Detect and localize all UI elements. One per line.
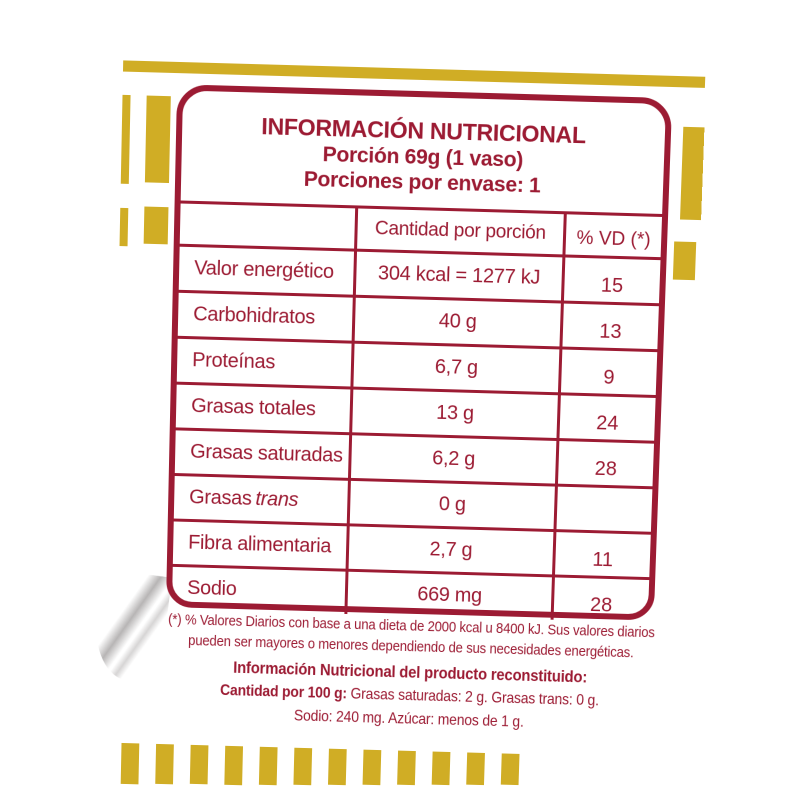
nutrient-dv: 24 [556,395,655,440]
deco-bar-left-wide-2 [144,207,169,245]
nutrition-table: INFORMACIÓN NUTRICIONAL Porción 69g (1 v… [166,84,672,620]
deco-bar-left-wide-1 [145,96,171,184]
nutrient-dv [554,487,653,532]
nutrient-amount: 6,2 g [348,435,556,483]
stripe [363,750,382,786]
stripe [501,753,520,785]
deco-bar-top [123,60,705,88]
col-header-amount: Cantidad por porción [354,208,564,254]
nutrient-name: Grasas totales [176,385,351,433]
table-header: INFORMACIÓN NUTRICIONAL Porción 69g (1 v… [181,90,666,213]
nutrient-dv: 11 [552,532,651,577]
nutrient-name: Grasas saturadas [175,430,349,477]
nutrient-dv: 28 [555,441,654,486]
nutrient-name: Carbohidratos [178,293,353,341]
deco-bar-right-wide-1 [680,127,704,220]
stripe [190,745,209,784]
deco-bar-left-thin-1 [121,95,131,184]
nutrient-dv: 9 [558,349,657,395]
reconstituted-info: Información Nutricional del producto rec… [130,653,689,739]
stripe [121,743,140,784]
nutrient-name: Grasas trans [174,476,348,523]
bottom-stripes [121,743,520,795]
nutrient-amount: 6,7 g [350,344,559,393]
table-title: INFORMACIÓN NUTRICIONAL [261,113,586,149]
nutrient-name: Proteínas [177,339,352,387]
nutrient-dv: 13 [559,303,658,349]
nutrient-amount: 669 mg [344,572,552,620]
stripe [328,749,347,786]
stripe [224,746,243,785]
nutrient-amount: 304 kcal = 1277 kJ [353,252,562,301]
stripe [397,751,416,786]
nutrient-amount: 13 g [349,389,558,438]
stripe [466,752,485,785]
col-header-dv: % VD (*) [562,214,662,257]
stripe [259,747,278,785]
nutrient-name: Valor energético [179,247,354,295]
stripe [155,744,174,784]
label-photo: INFORMACIÓN NUTRICIONAL Porción 69g (1 v… [0,0,800,800]
deco-bar-right-wide-2 [673,241,696,280]
nutrient-amount: 40 g [352,298,561,347]
nutrient-name: Fibra alimentaria [173,521,347,568]
empty-header-cell [180,204,355,249]
stripe [293,748,312,785]
label-tilt-layer: INFORMACIÓN NUTRICIONAL Porción 69g (1 v… [0,0,800,800]
nutrient-name: Sodio [172,567,346,614]
nutrient-dv: 15 [561,257,661,303]
nutrient-amount: 2,7 g [346,526,554,574]
nutrient-amount: 0 g [347,481,555,529]
deco-bar-left-thin-2 [120,208,129,246]
nutrient-dv: 28 [551,577,650,622]
stripe [432,752,451,786]
